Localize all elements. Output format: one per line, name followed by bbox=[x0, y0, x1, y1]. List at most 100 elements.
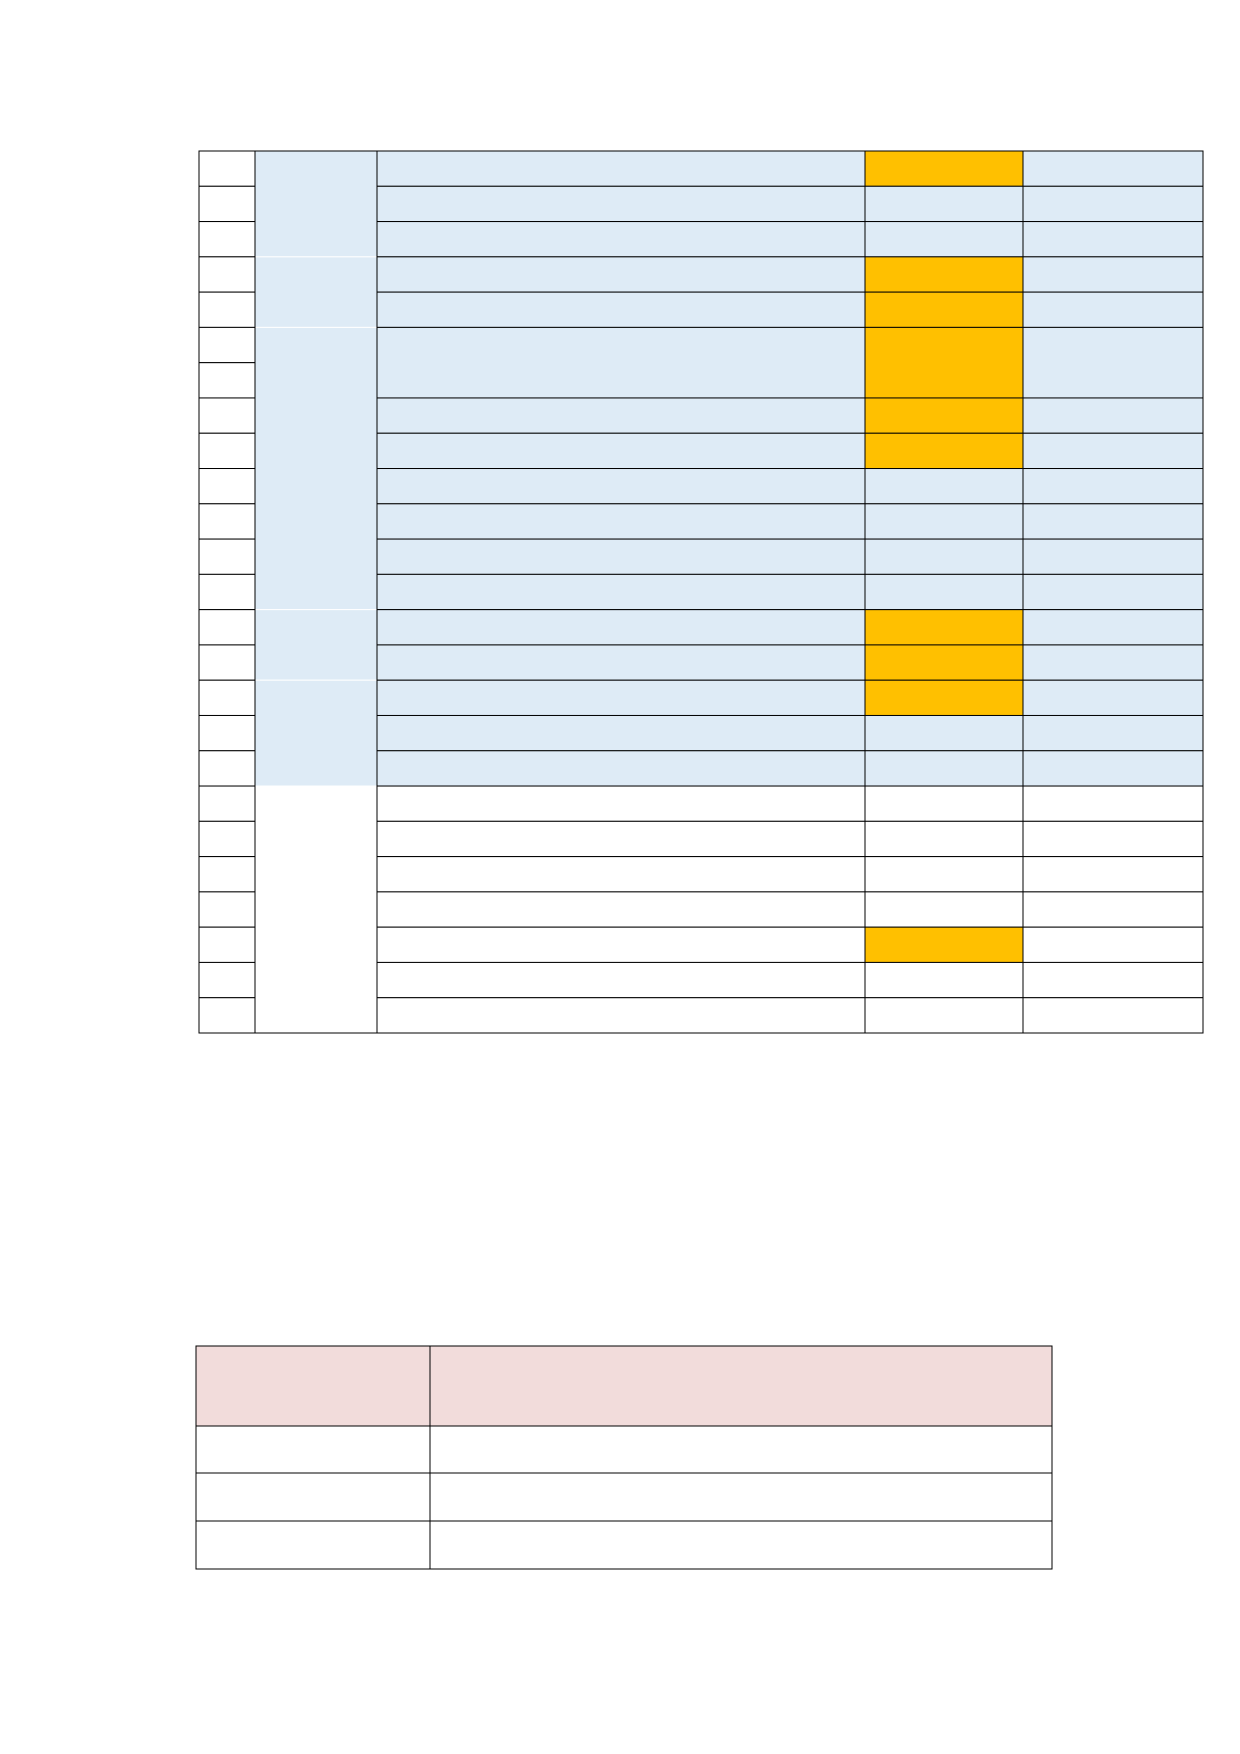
index-cell bbox=[198, 714, 256, 752]
description-cell bbox=[376, 538, 866, 575]
index-cell bbox=[198, 503, 256, 540]
status-cell bbox=[864, 820, 1024, 858]
description-cell bbox=[376, 609, 866, 646]
description-cell bbox=[376, 961, 866, 999]
status-cell bbox=[864, 961, 1024, 999]
status-cell bbox=[864, 926, 1024, 963]
status-cell bbox=[864, 573, 1024, 611]
header-cell bbox=[429, 1345, 1053, 1427]
cell bbox=[429, 1472, 1053, 1522]
index-cell bbox=[198, 891, 256, 928]
status-cell bbox=[864, 997, 1024, 1034]
index-cell bbox=[198, 221, 256, 258]
bottom-table bbox=[195, 1345, 1053, 1570]
description-cell bbox=[376, 256, 866, 293]
note-cell bbox=[1022, 997, 1204, 1034]
status-cell bbox=[864, 785, 1024, 822]
description-cell bbox=[376, 468, 866, 505]
status-cell bbox=[864, 185, 1024, 223]
cell bbox=[429, 1425, 1053, 1474]
note-cell bbox=[1022, 573, 1204, 611]
status-cell bbox=[864, 891, 1024, 928]
index-cell bbox=[198, 326, 256, 364]
note-cell bbox=[1022, 891, 1204, 928]
index-cell bbox=[198, 609, 256, 646]
cell bbox=[429, 1520, 1053, 1570]
index-cell bbox=[198, 926, 256, 963]
description-cell bbox=[376, 679, 866, 716]
group-cell bbox=[254, 785, 378, 1034]
note-cell bbox=[1022, 820, 1204, 858]
status-cell bbox=[864, 432, 1024, 470]
note-cell bbox=[1022, 185, 1204, 223]
note-cell bbox=[1022, 291, 1204, 328]
note-cell bbox=[1022, 432, 1204, 470]
index-cell bbox=[198, 573, 256, 611]
description-cell bbox=[376, 221, 866, 258]
note-cell bbox=[1022, 961, 1204, 999]
status-cell bbox=[864, 644, 1024, 681]
description-cell bbox=[376, 891, 866, 928]
status-cell bbox=[864, 609, 1024, 646]
description-cell bbox=[376, 856, 866, 893]
note-cell bbox=[1022, 609, 1204, 646]
note-cell bbox=[1022, 785, 1204, 822]
index-cell bbox=[198, 856, 256, 893]
status-cell bbox=[864, 150, 1024, 187]
note-cell bbox=[1022, 150, 1204, 187]
status-cell bbox=[864, 291, 1024, 328]
description-cell bbox=[376, 644, 866, 681]
description-cell bbox=[376, 714, 866, 752]
index-cell bbox=[198, 997, 256, 1034]
status-cell bbox=[864, 750, 1024, 787]
index-cell bbox=[198, 362, 256, 399]
description-cell bbox=[376, 573, 866, 611]
top-table bbox=[198, 150, 1204, 1034]
note-cell bbox=[1022, 856, 1204, 893]
note-cell bbox=[1022, 714, 1204, 752]
note-cell bbox=[1022, 538, 1204, 575]
note-cell bbox=[1022, 326, 1204, 399]
description-cell bbox=[376, 785, 866, 822]
cell bbox=[195, 1520, 431, 1570]
group-cell bbox=[254, 679, 378, 787]
group-cell bbox=[254, 326, 378, 611]
description-cell bbox=[376, 503, 866, 540]
description-cell bbox=[376, 291, 866, 328]
note-cell bbox=[1022, 503, 1204, 540]
status-cell bbox=[864, 714, 1024, 752]
note-cell bbox=[1022, 256, 1204, 293]
index-cell bbox=[198, 961, 256, 999]
note-cell bbox=[1022, 221, 1204, 258]
description-cell bbox=[376, 397, 866, 434]
status-cell bbox=[864, 397, 1024, 434]
index-cell bbox=[198, 256, 256, 293]
group-cell bbox=[254, 609, 378, 681]
index-cell bbox=[198, 291, 256, 328]
description-cell bbox=[376, 326, 866, 399]
index-cell bbox=[198, 750, 256, 787]
note-cell bbox=[1022, 750, 1204, 787]
header-cell bbox=[195, 1345, 431, 1427]
cell bbox=[195, 1425, 431, 1474]
description-cell bbox=[376, 750, 866, 787]
index-cell bbox=[198, 679, 256, 716]
index-cell bbox=[198, 432, 256, 470]
description-cell bbox=[376, 150, 866, 187]
note-cell bbox=[1022, 397, 1204, 434]
cell bbox=[195, 1472, 431, 1522]
description-cell bbox=[376, 926, 866, 963]
index-cell bbox=[198, 538, 256, 575]
index-cell bbox=[198, 150, 256, 187]
index-cell bbox=[198, 185, 256, 223]
status-cell bbox=[864, 538, 1024, 575]
group-cell bbox=[254, 256, 378, 328]
description-cell bbox=[376, 820, 866, 858]
status-cell bbox=[864, 468, 1024, 505]
status-cell bbox=[864, 256, 1024, 293]
note-cell bbox=[1022, 926, 1204, 963]
description-cell bbox=[376, 185, 866, 223]
index-cell bbox=[198, 785, 256, 822]
